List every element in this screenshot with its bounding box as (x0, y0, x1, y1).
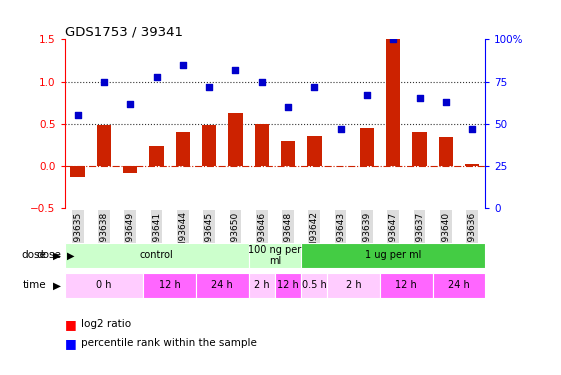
Text: 2 h: 2 h (254, 280, 269, 290)
Bar (228, 113, 243, 166)
Text: GSM93641: GSM93641 (152, 211, 161, 261)
Text: GSM93640: GSM93640 (442, 211, 450, 261)
Bar (360, 128, 374, 166)
Point (415, 96, 424, 102)
Text: 24 h: 24 h (448, 280, 470, 290)
Text: ▶: ▶ (53, 251, 61, 260)
Bar (281, 141, 295, 166)
Bar (71, 166, 85, 177)
Point (468, 126, 477, 132)
Text: 12 h: 12 h (396, 280, 417, 290)
Text: ■: ■ (65, 318, 76, 331)
Text: GDS1753 / 39341: GDS1753 / 39341 (65, 25, 182, 38)
Text: GSM93635: GSM93635 (73, 211, 82, 261)
Text: GSM93650: GSM93650 (231, 211, 240, 261)
Text: GSM93646: GSM93646 (257, 211, 266, 261)
Text: log2 ratio: log2 ratio (81, 320, 131, 329)
Text: 24 h: 24 h (211, 280, 233, 290)
Point (205, 84, 214, 90)
Bar (255, 124, 269, 166)
Point (362, 92, 371, 98)
Text: dose: dose (37, 251, 62, 260)
Point (283, 104, 292, 110)
Text: 1 ug per ml: 1 ug per ml (365, 251, 421, 260)
Text: GSM93648: GSM93648 (283, 211, 292, 261)
Text: GSM93645: GSM93645 (205, 211, 214, 261)
Bar (412, 132, 427, 166)
Bar (202, 125, 217, 166)
Bar (433, 273, 485, 298)
Bar (380, 273, 433, 298)
Text: GSM93638: GSM93638 (99, 211, 108, 261)
Point (257, 79, 266, 85)
Text: GSM93637: GSM93637 (415, 211, 424, 261)
Text: control: control (140, 251, 173, 260)
Bar (249, 273, 275, 298)
Bar (96, 125, 111, 166)
Point (336, 126, 345, 132)
Bar (196, 273, 249, 298)
Point (178, 62, 187, 68)
Text: GSM93639: GSM93639 (362, 211, 371, 261)
Text: ■: ■ (65, 337, 76, 350)
Bar (65, 273, 144, 298)
Text: GSM93649: GSM93649 (126, 211, 135, 261)
Text: time: time (23, 280, 47, 290)
Bar (144, 273, 196, 298)
Bar (176, 132, 190, 166)
Bar (275, 273, 301, 298)
Point (152, 74, 161, 80)
Text: GSM93644: GSM93644 (178, 211, 187, 261)
Point (73, 112, 82, 118)
Text: GSM93642: GSM93642 (310, 211, 319, 261)
Bar (386, 39, 401, 166)
Point (389, 36, 398, 42)
Text: 12 h: 12 h (277, 280, 299, 290)
Text: 12 h: 12 h (159, 280, 181, 290)
Text: GSM93643: GSM93643 (336, 211, 345, 261)
Text: ▶: ▶ (67, 251, 75, 260)
Text: 0.5 h: 0.5 h (302, 280, 327, 290)
Text: GSM93647: GSM93647 (389, 211, 398, 261)
Bar (301, 243, 485, 268)
Point (231, 67, 240, 73)
Text: dose: dose (21, 251, 47, 260)
Text: GSM93636: GSM93636 (468, 211, 477, 261)
Text: percentile rank within the sample: percentile rank within the sample (81, 338, 257, 348)
Bar (439, 137, 453, 166)
Bar (465, 164, 479, 166)
Point (99, 79, 108, 85)
Bar (301, 273, 328, 298)
Bar (249, 243, 301, 268)
Bar (328, 273, 380, 298)
Bar (307, 136, 321, 166)
Bar (65, 243, 249, 268)
Point (126, 100, 135, 106)
Text: 0 h: 0 h (96, 280, 112, 290)
Text: ▶: ▶ (53, 280, 61, 290)
Point (442, 99, 450, 105)
Text: 100 ng per
ml: 100 ng per ml (249, 244, 301, 266)
Point (310, 84, 319, 90)
Text: 2 h: 2 h (346, 280, 362, 290)
Bar (149, 146, 164, 166)
Bar (123, 166, 137, 172)
